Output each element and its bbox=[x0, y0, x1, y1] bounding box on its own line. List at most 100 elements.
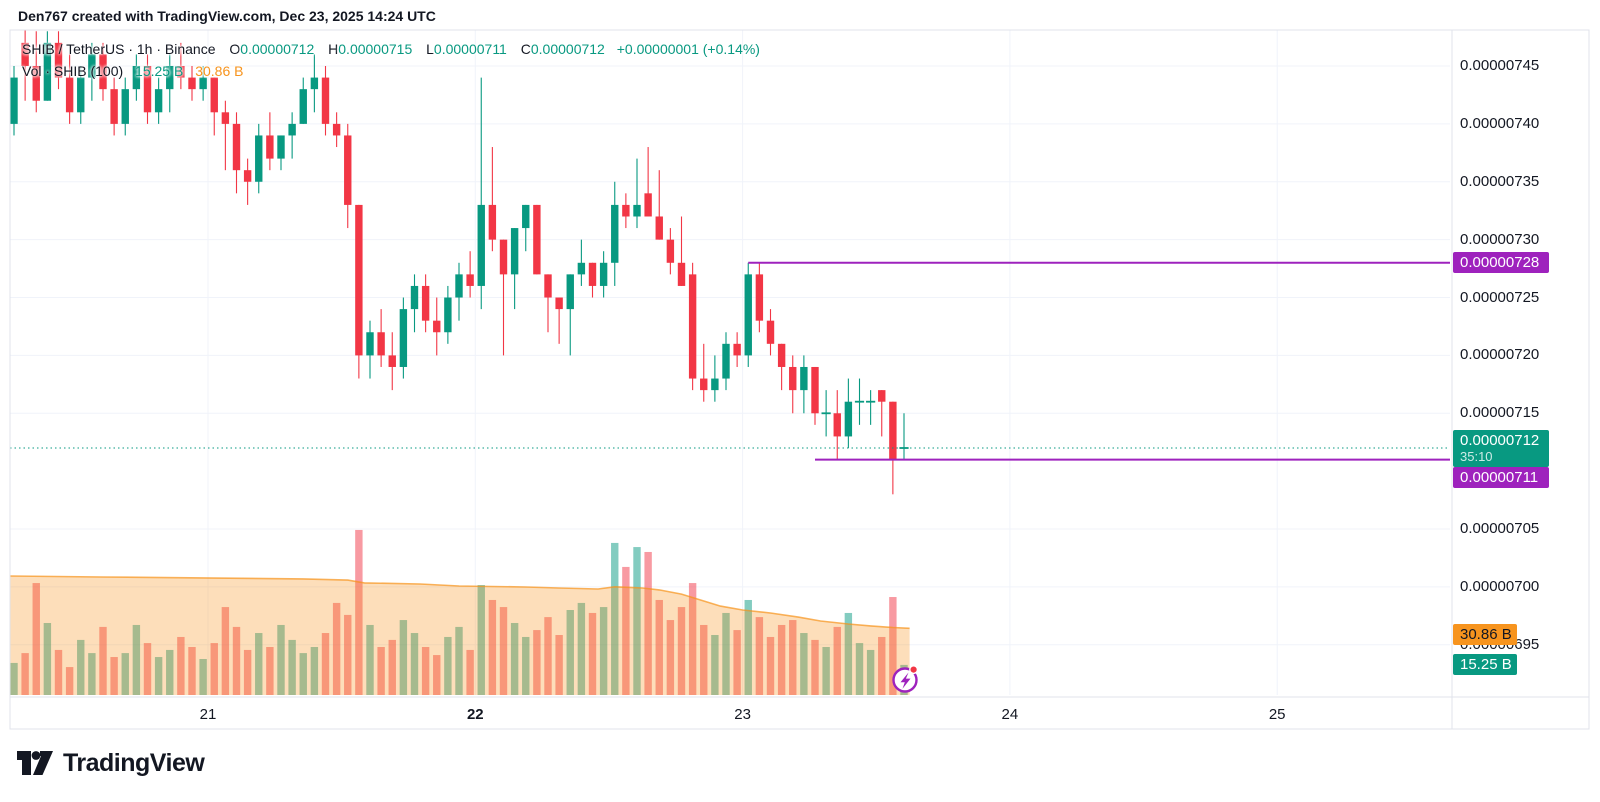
volume-indicator-label[interactable]: Vol · SHIB (100) bbox=[22, 63, 124, 79]
candle bbox=[110, 77, 118, 136]
logo-text: TradingView bbox=[63, 748, 205, 777]
candle bbox=[733, 332, 741, 367]
close-value: 0.00000712 bbox=[530, 41, 605, 57]
tradingview-logo: TradingView bbox=[16, 748, 205, 778]
chart-legend: SHIB / TetherUS · 1h · Binance O0.000007… bbox=[22, 41, 760, 79]
candle bbox=[588, 262, 597, 298]
candle bbox=[77, 66, 85, 124]
candle bbox=[121, 77, 129, 136]
open-value: 0.00000712 bbox=[240, 41, 315, 57]
candle bbox=[65, 54, 74, 124]
candle bbox=[866, 390, 876, 425]
candle bbox=[477, 77, 485, 310]
candle bbox=[21, 30, 29, 101]
lightning-button[interactable] bbox=[892, 665, 919, 693]
current-price-badge: 0.00000712 35:10 bbox=[1453, 429, 1549, 467]
candle bbox=[143, 54, 152, 124]
candle bbox=[666, 228, 675, 275]
gridlines bbox=[10, 30, 1450, 695]
candle bbox=[199, 66, 207, 101]
volume-ma-area bbox=[10, 576, 910, 695]
candle bbox=[844, 378, 853, 449]
candle bbox=[399, 297, 408, 379]
candle bbox=[310, 54, 319, 113]
candle bbox=[299, 77, 307, 124]
candle bbox=[466, 251, 474, 298]
candle bbox=[789, 355, 797, 414]
candles-layer bbox=[10, 30, 909, 495]
price-tick-label: 0.00000740 bbox=[1460, 114, 1540, 132]
candle bbox=[811, 366, 819, 425]
support-badge: 0.00000711 bbox=[1453, 467, 1549, 488]
candle bbox=[599, 251, 608, 298]
candle bbox=[210, 77, 218, 136]
candle bbox=[711, 355, 719, 402]
volume-ma-badge: 30.86 B bbox=[1453, 623, 1517, 645]
candle bbox=[700, 343, 708, 402]
candle bbox=[821, 390, 831, 437]
candle bbox=[188, 66, 196, 101]
drawings-layer bbox=[10, 261, 1450, 461]
countdown-timer: 35:10 bbox=[1460, 448, 1493, 464]
candle bbox=[833, 390, 841, 460]
candle bbox=[522, 204, 530, 252]
candle bbox=[10, 66, 18, 136]
open-label: O bbox=[229, 41, 241, 57]
candle bbox=[488, 147, 497, 252]
candle bbox=[321, 66, 330, 136]
candle bbox=[766, 309, 775, 356]
change-value: +0.00000001 (+0.14%) bbox=[616, 41, 760, 57]
time-label-25: 25 bbox=[1268, 706, 1286, 723]
price-tick-label: 0.00000745 bbox=[1460, 57, 1540, 74]
candle bbox=[755, 262, 764, 333]
candle bbox=[266, 112, 274, 171]
candle bbox=[377, 309, 385, 367]
candle bbox=[878, 390, 886, 437]
price-tick-label: 0.00000735 bbox=[1460, 172, 1540, 190]
candle bbox=[332, 112, 341, 148]
candle bbox=[232, 112, 241, 194]
candle bbox=[533, 204, 541, 275]
volume-badge: 15.25 B bbox=[1453, 654, 1517, 676]
candle bbox=[566, 274, 574, 356]
candle bbox=[899, 413, 909, 460]
candle bbox=[800, 355, 808, 414]
candle bbox=[777, 343, 786, 391]
candle bbox=[388, 332, 396, 391]
candle bbox=[655, 170, 663, 240]
candle bbox=[455, 262, 463, 321]
symbol-title[interactable]: SHIB / TetherUS · 1h · Binance bbox=[22, 41, 216, 57]
candle bbox=[722, 332, 730, 391]
volume-current-value: 15.25 B bbox=[135, 63, 184, 79]
candle bbox=[688, 262, 697, 391]
candle bbox=[132, 54, 141, 101]
candle bbox=[433, 297, 441, 356]
time-label-21: 21 bbox=[199, 706, 217, 723]
notification-dot bbox=[909, 665, 919, 675]
lightning-bolt-icon bbox=[900, 672, 911, 689]
close-label: C bbox=[520, 41, 531, 57]
candle bbox=[177, 42, 185, 90]
candle bbox=[444, 285, 452, 344]
price-tick-label: 0.00000725 bbox=[1460, 288, 1540, 306]
candle bbox=[54, 31, 63, 90]
candle bbox=[854, 378, 865, 425]
candle bbox=[744, 262, 752, 367]
candle bbox=[499, 239, 508, 356]
candle bbox=[344, 123, 352, 229]
candle bbox=[154, 77, 163, 124]
candle bbox=[633, 158, 641, 229]
high-label: H bbox=[328, 41, 339, 57]
candle bbox=[622, 193, 630, 229]
time-label-24: 24 bbox=[1001, 706, 1019, 723]
price-tick-label: 0.00000720 bbox=[1460, 346, 1540, 364]
candle bbox=[577, 239, 586, 286]
candle bbox=[288, 112, 296, 159]
high-value: 0.00000715 bbox=[338, 41, 413, 57]
candle bbox=[555, 297, 563, 344]
low-label: L bbox=[426, 41, 434, 57]
candle bbox=[43, 31, 52, 101]
candle bbox=[243, 158, 252, 205]
candle bbox=[355, 204, 363, 379]
